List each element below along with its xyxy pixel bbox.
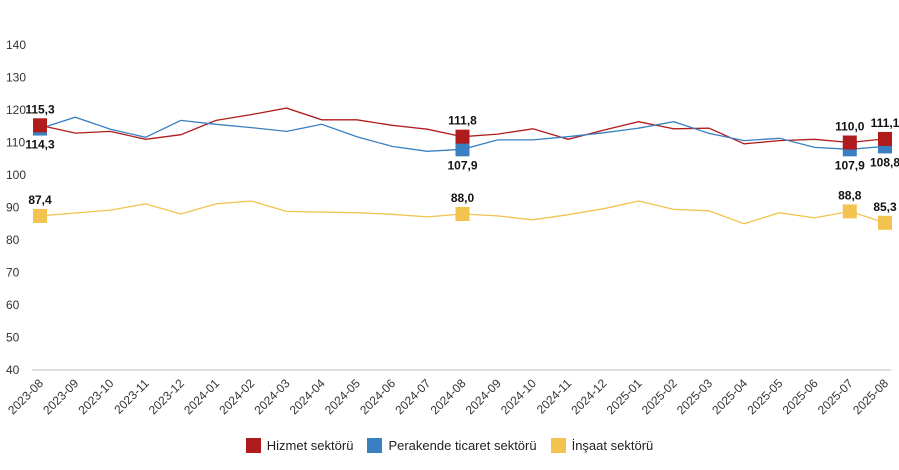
x-tick-label: 2024-11 [534, 376, 575, 417]
y-tick-label: 70 [6, 266, 20, 280]
y-tick-label: 130 [6, 71, 26, 85]
data-label: 107,9 [835, 158, 865, 172]
x-tick-label: 2024-09 [463, 376, 504, 417]
x-tick-label: 2025-04 [709, 376, 750, 417]
data-marker [455, 129, 470, 144]
data-label: 107,9 [447, 158, 477, 172]
legend-label-perakende: Perakende ticaret sektörü [388, 438, 537, 453]
x-tick-label: 2025-07 [815, 376, 856, 417]
y-tick-label: 60 [6, 298, 20, 312]
x-tick-label: 2025-08 [850, 376, 891, 417]
data-marker [842, 135, 857, 150]
data-label: 110,0 [835, 120, 865, 134]
x-tick-label: 2025-05 [744, 376, 785, 417]
y-tick-label: 110 [6, 136, 25, 150]
y-tick-label: 100 [6, 168, 26, 182]
x-tick-label: 2024-04 [287, 376, 328, 417]
x-tick-label: 2025-01 [604, 376, 645, 417]
data-marker [878, 131, 892, 146]
data-marker [33, 118, 47, 133]
x-axis-ticks: 2023-082023-092023-102023-112023-122024-… [5, 376, 891, 417]
x-tick-label: 2024-03 [252, 376, 293, 417]
y-tick-label: 140 [6, 38, 26, 52]
x-tick-label: 2024-01 [181, 376, 222, 417]
legend-item-hizmet: Hizmet sektörü [245, 438, 354, 453]
data-label: 108,8 [870, 155, 899, 169]
data-label: 88,8 [838, 188, 862, 202]
x-tick-label: 2024-07 [392, 376, 433, 417]
x-tick-label: 2023-12 [146, 376, 187, 417]
x-tick-label: 2025-02 [639, 376, 680, 417]
legend-label-insaat: İnşaat sektörü [571, 438, 654, 453]
data-markers [33, 118, 892, 230]
legend-label-hizmet: Hizmet sektörü [266, 438, 354, 453]
data-marker [33, 208, 47, 223]
data-label: 87,4 [28, 193, 52, 207]
legend: Hizmet sektörü Perakende ticaret sektörü… [0, 438, 899, 453]
y-tick-label: 80 [6, 233, 20, 247]
x-tick-label: 2024-02 [216, 376, 257, 417]
y-tick-label: 120 [6, 103, 26, 117]
legend-swatch-perakende [367, 438, 383, 453]
x-tick-label: 2025-06 [780, 376, 821, 417]
data-label: 88,0 [451, 191, 475, 205]
legend-item-insaat: İnşaat sektörü [550, 438, 654, 453]
x-tick-label: 2024-06 [357, 376, 398, 417]
data-label: 85,3 [873, 200, 897, 214]
y-tick-label: 40 [6, 363, 20, 377]
x-tick-label: 2025-03 [674, 376, 715, 417]
data-label: 115,3 [25, 102, 55, 116]
data-marker [842, 204, 857, 219]
x-tick-label: 2024-10 [498, 376, 539, 417]
data-marker [455, 142, 470, 157]
data-label: 111,8 [448, 114, 477, 128]
legend-swatch-insaat [550, 438, 566, 453]
legend-swatch-hizmet [245, 438, 261, 453]
data-labels: 114,3 107,9 107,9 108,8 115,3 111,8 110,0 111,1… [25, 102, 899, 213]
x-tick-label: 2024-05 [322, 376, 363, 417]
x-tick-label: 2023-08 [5, 376, 46, 417]
y-axis-ticks: 40 50 60 70 80 90 100 110 120 130 140 [6, 38, 26, 377]
data-label: 114,3 [25, 138, 55, 152]
x-tick-label: 2023-11 [111, 376, 152, 417]
data-marker [455, 207, 470, 221]
x-tick-label: 2023-09 [40, 376, 81, 417]
data-marker [878, 215, 892, 230]
y-tick-label: 50 [6, 331, 20, 345]
x-tick-label: 2023-10 [75, 376, 116, 417]
x-tick-label: 2024-12 [568, 376, 609, 417]
data-label: 111,1 [871, 116, 899, 130]
x-tick-label: 2024-08 [428, 376, 469, 417]
legend-item-perakende: Perakende ticaret sektörü [367, 438, 537, 453]
y-tick-label: 90 [6, 201, 20, 215]
